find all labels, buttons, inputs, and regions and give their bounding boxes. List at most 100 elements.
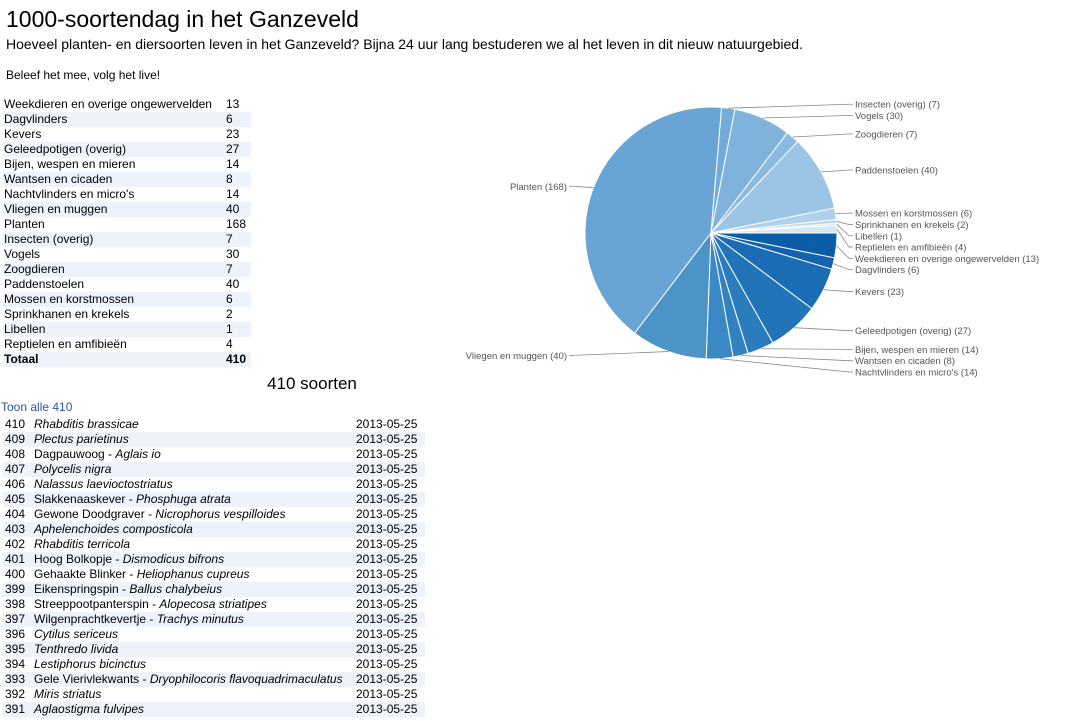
summary-row: Paddenstoelen 40: [3, 277, 251, 292]
species-date: 2013-05-25: [356, 567, 418, 581]
species-row: 400 Gehaakte Blinker - Heliophanus cupreu…: [3, 567, 425, 582]
summary-row: Geleedpotigen (overig) 27: [3, 142, 251, 157]
species-row: 399 Eikenspringspin - Ballus chalybeius 20…: [3, 582, 425, 597]
pie-slice-label: Nachtvlinders en micro's (14): [855, 368, 978, 379]
species-latin-name: Aphelenchoides composticola: [34, 522, 193, 536]
species-name: Dagpauwoog - Aglais io: [33, 447, 355, 462]
pie-slice-label: Vliegen en muggen (40): [466, 351, 567, 362]
species-latin-name: Polycelis nigra: [34, 462, 112, 476]
summary-row: Weekdieren en overige ongewervelden 13: [3, 97, 251, 112]
species-common-name: Wilgenprachtkevertje -: [34, 612, 157, 626]
pie-leader-line: [821, 169, 853, 173]
species-common-name: Gewone Doodgraver -: [34, 507, 156, 521]
species-date: 2013-05-25: [355, 432, 425, 447]
species-number: 391: [3, 702, 33, 717]
species-common-name: Slakkenaaskever -: [34, 492, 137, 506]
page-tagline: Beleef het mee, volg het live!: [6, 68, 161, 82]
species-number: 396: [5, 627, 26, 641]
species-common-name: Eikenspringspin -: [34, 582, 130, 596]
pie-leader-line: [794, 327, 853, 332]
species-name: Polycelis nigra: [33, 462, 355, 477]
species-date: 2013-05-25: [355, 462, 425, 477]
species-latin-name: Lestiphorus bicinctus: [34, 657, 147, 671]
species-name: Eikenspringspin - Ballus chalybeius: [33, 582, 355, 597]
pie-slice: [710, 224, 838, 234]
pie-leader-line: [569, 351, 669, 356]
species-date: 2013-05-25: [355, 702, 425, 717]
species-row: 396 Cytilus sericeus 2013-05-25: [3, 627, 425, 642]
species-name: Plectus parietinus: [33, 432, 355, 447]
summary-category: Geleedpotigen (overig): [3, 142, 225, 157]
species-date: 2013-05-25: [356, 627, 418, 641]
species-number: 395: [3, 642, 33, 657]
species-row: 403 Aphelenchoides composticola 2013-05-25: [3, 522, 425, 537]
species-date: 2013-05-25: [355, 672, 425, 687]
species-row: 393 Gele Vierivlekwants - Dryophilocoris …: [3, 672, 425, 687]
pie-leader-line: [728, 103, 853, 109]
summary-total-label: Totaal: [3, 352, 225, 367]
summary-category: Nachtvlinders en micro's: [4, 187, 135, 201]
species-name: Aphelenchoides composticola: [33, 522, 355, 537]
species-row: 401 Hoog Bolkopje - Dismodicus bifrons 201…: [3, 552, 425, 567]
page-title: 1000-soortendag in het Ganzeveld: [6, 6, 359, 32]
pie-leader-line: [569, 185, 594, 189]
species-number: 405: [3, 492, 33, 507]
summary-row: Libellen 1: [3, 322, 251, 337]
species-date: 2013-05-25: [355, 522, 425, 537]
species-name: Cytilus sericeus: [33, 627, 355, 642]
pie-slice: [584, 106, 723, 334]
species-row: 397 Wilgenprachtkevertje - Trachys minutu…: [3, 612, 425, 627]
species-number: 409: [3, 432, 33, 447]
species-latin-name: Aglais io: [115, 447, 161, 461]
species-date: 2013-05-25: [355, 642, 425, 657]
species-name: Rhabditis terricola: [33, 537, 355, 552]
species-row: 405 Slakkenaaskever - Phosphuga atrata 201…: [3, 492, 425, 507]
species-common-name: Gehaakte Blinker -: [34, 567, 137, 581]
summary-row: Bijen, wespen en mieren 14: [3, 157, 251, 172]
species-latin-name: Trachys minutus: [156, 612, 244, 626]
summary-category: Insecten (overig): [3, 232, 225, 247]
species-date: 2013-05-25: [356, 447, 418, 461]
species-latin-name: Cytilus sericeus: [34, 627, 119, 641]
species-number: 406: [5, 477, 26, 491]
species-name: Gewone Doodgraver - Nicrophorus vespillo…: [33, 507, 355, 522]
pie-leader-line: [833, 263, 853, 271]
summary-category: Kevers: [4, 127, 42, 141]
pie-slice: [633, 231, 712, 360]
species-latin-name: Ballus chalybeius: [129, 582, 223, 596]
pie-slice-label: Kevers (23): [855, 287, 904, 298]
species-latin-name: Dismodicus bifrons: [122, 552, 225, 566]
summary-row: Zoogdieren 7: [3, 262, 251, 277]
summary-total-row: Totaal 410: [3, 352, 251, 367]
summary-count: 7: [225, 262, 251, 277]
summary-category: Sprinkhanen en krekels: [4, 307, 130, 321]
summary-count: 7: [225, 232, 251, 247]
species-number: 408: [5, 447, 26, 461]
species-common-name: Gele Vierivlekwants -: [34, 672, 150, 686]
species-latin-name: Nicrophorus vespilloides: [155, 507, 286, 521]
pie-leader-line: [836, 221, 853, 225]
pie-slice: [709, 140, 836, 234]
species-number: 401: [3, 552, 33, 567]
pie-slice-label: Weekdieren en overige ongewervelden (13): [855, 254, 1039, 265]
species-latin-name: Dryophilocoris flavoquadrimaculatus: [149, 672, 343, 686]
species-number: 410: [5, 417, 26, 431]
species-common-name: Dagpauwoog -: [34, 447, 116, 461]
species-name: Tenthredo livida: [33, 642, 355, 657]
species-latin-name: Plectus parietinus: [34, 432, 129, 446]
species-row: 398 Streeppootpanterspin - Alopecosa stri…: [3, 597, 425, 612]
summary-count: 13: [226, 97, 240, 111]
species-name: Nalassus laevioctostriatus: [33, 477, 355, 492]
species-latin-name: Alopecosa striatipes: [159, 597, 267, 611]
summary-row: Wantsen en cicaden 8: [3, 172, 251, 187]
species-name: Wilgenprachtkevertje - Trachys minutus: [33, 612, 355, 627]
summary-row: Reptielen en amfibieën 4: [3, 337, 251, 352]
pie-slice-label: Libellen (1): [855, 231, 902, 242]
summary-category: Dagvlinders: [3, 112, 225, 127]
species-number: 402: [5, 537, 26, 551]
species-row: 408 Dagpauwoog - Aglais io 2013-05-25: [3, 447, 425, 462]
show-all-link[interactable]: Toon alle 410: [1, 400, 73, 414]
summary-row: Kevers 23: [3, 127, 251, 142]
species-latin-name: Rhabditis terricola: [34, 537, 131, 551]
species-latin-name: Tenthredo livida: [34, 642, 119, 656]
